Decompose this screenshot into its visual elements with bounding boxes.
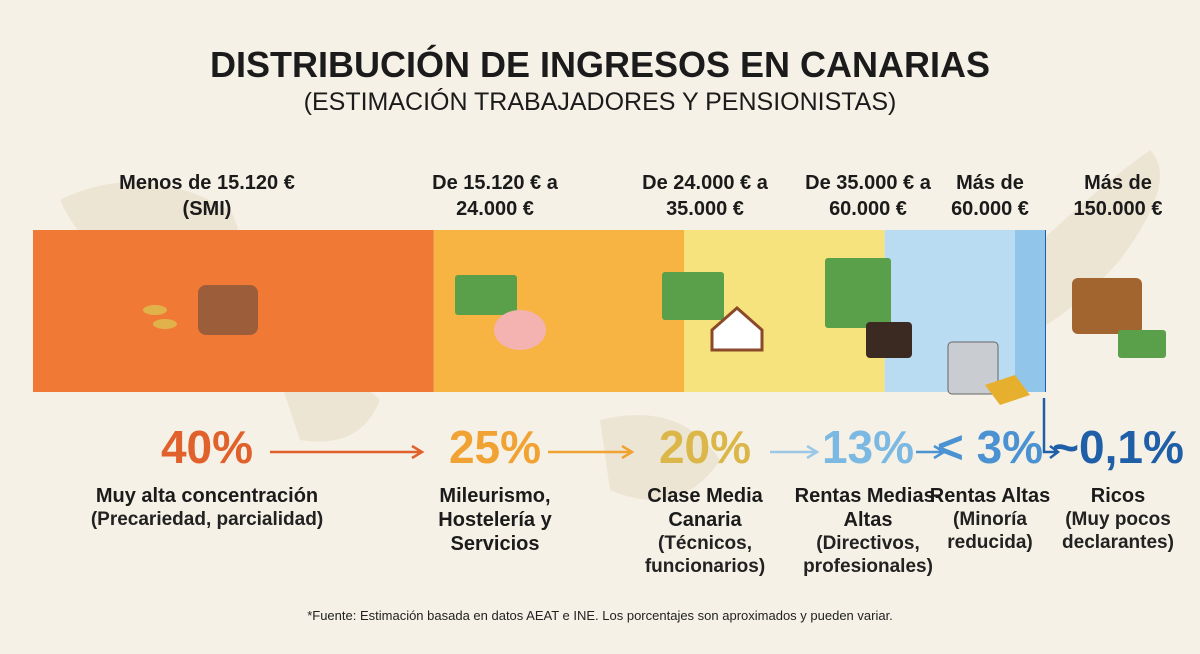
- description-title: Muy alta concentración: [95, 485, 319, 507]
- description-title: Rentas Medias-Altas: [794, 485, 942, 531]
- segment: [1014, 230, 1045, 392]
- range-label: De 35.000 € a 60.000 €: [805, 172, 931, 220]
- percent-label: 25%: [448, 421, 542, 473]
- percent-label: < 3%: [936, 421, 1044, 473]
- description-title: Rentas Altas: [929, 485, 1051, 507]
- description: Rentas Medias-Altas (Directivos, profesio…: [773, 484, 963, 578]
- title: DISTRIBUCIÓN DE INGRESOS EN CANARIAS: [209, 44, 991, 85]
- description: Mileurismo, Hostelería y Servicios: [400, 484, 590, 556]
- description: Ricos (Muy pocos declarantes): [1043, 484, 1193, 554]
- description-note: (Directivos, profesionales): [803, 533, 933, 577]
- segment: [1044, 230, 1046, 392]
- description: Clase Media Canaria (Técnicos, funcionari…: [610, 484, 800, 578]
- footnote: *Fuente: Estimación basada en datos AEAT…: [307, 608, 893, 623]
- range-label: De 24.000 € a 35.000 €: [642, 172, 768, 220]
- income-bar: [33, 230, 1046, 392]
- description-note: (Minoría reducida): [947, 509, 1033, 553]
- description-note: (Precariedad, parcialidad): [90, 509, 324, 530]
- description-title: Clase Media Canaria: [647, 485, 763, 531]
- range-label: Más de 150.000 €: [1073, 172, 1163, 220]
- icons: [143, 258, 1166, 405]
- description: Muy alta concentración (Precariedad, parc…: [72, 484, 342, 531]
- range-label: Más de 60.000 €: [951, 172, 1029, 220]
- range-label: Menos de 15.120 € (SMI): [119, 172, 295, 220]
- percent-label: 13%: [821, 421, 915, 473]
- description-title: Ricos: [1090, 485, 1146, 507]
- percent-label: 20%: [658, 421, 752, 473]
- description: Rentas Altas (Minoría reducida): [920, 484, 1060, 554]
- subtitle: (ESTIMACIÓN TRABAJADORES Y PENSIONISTAS): [303, 88, 897, 116]
- description-title: Mileurismo, Hostelería y Servicios: [438, 485, 552, 555]
- arrows: [270, 398, 1061, 460]
- description-note: (Técnicos, funcionarios): [644, 533, 766, 577]
- range-label: De 15.120 € a 24.000 €: [432, 172, 558, 220]
- description-note: (Muy pocos declarantes): [1062, 509, 1174, 553]
- percent-label: ~0,1%: [1052, 421, 1184, 473]
- percent-label: 40%: [160, 421, 254, 473]
